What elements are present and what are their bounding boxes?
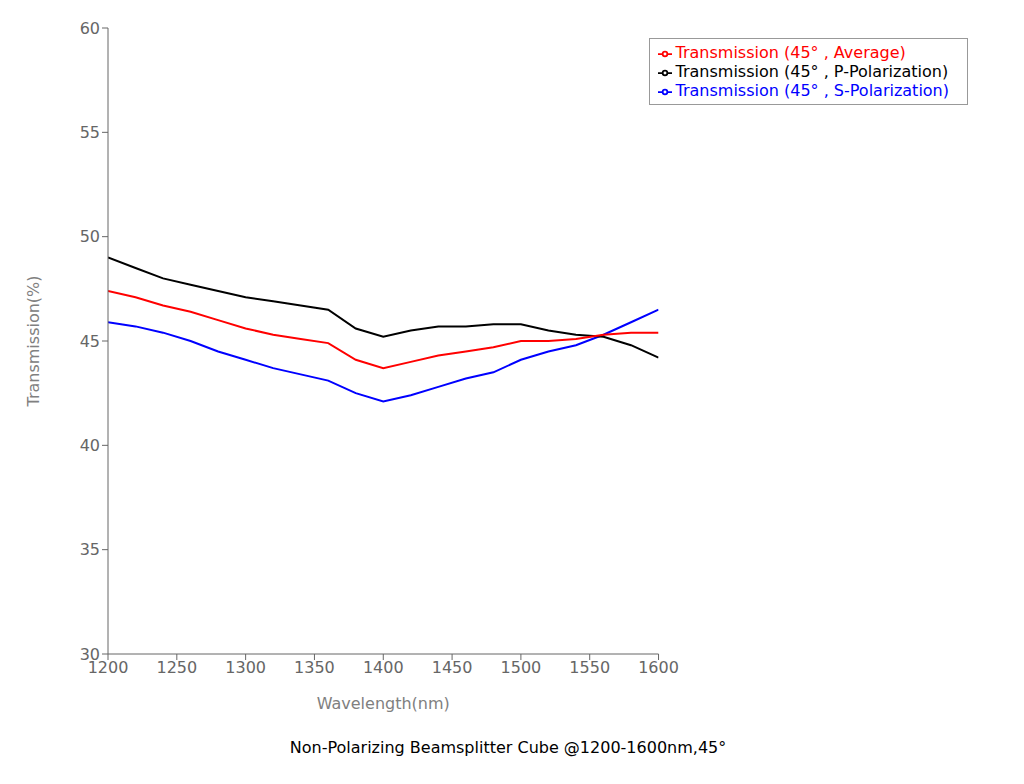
svg-text:1250: 1250 [156, 658, 197, 677]
html-text:Transmission (45° , P-Polariza: Transmission (45° , P-Polarization) [675, 62, 949, 81]
svg-text:45: 45 [80, 332, 100, 351]
svg-text:35: 35 [80, 540, 100, 559]
svg-text:60: 60 [80, 19, 100, 38]
svg-text:50: 50 [80, 227, 100, 246]
svg-text:30: 30 [80, 645, 100, 664]
svg-text:1300: 1300 [225, 658, 266, 677]
svg-text:1350: 1350 [294, 658, 335, 677]
html-text:Non-Polarizing Beamsplitter Cu: Non-Polarizing Beamsplitter Cube @1200-1… [289, 738, 727, 757]
svg-text:1400: 1400 [363, 658, 404, 677]
svg-text:40: 40 [80, 436, 100, 455]
svg-text:1550: 1550 [569, 658, 610, 677]
svg-text:1200: 1200 [87, 658, 129, 678]
svg-text:55: 55 [80, 123, 100, 142]
svg-text:Transmission(%): Transmission(%) [24, 275, 43, 407]
svg-text:1450: 1450 [432, 658, 473, 677]
html-text:Transmission (45° , S-Polariza: Transmission (45° , S-Polarization) [675, 81, 949, 100]
svg-text:1500: 1500 [501, 658, 542, 677]
svg-text:1600: 1600 [638, 658, 679, 677]
svg-text:Wavelength(nm): Wavelength(nm) [317, 694, 450, 713]
html-text:Transmission (45° , Average): Transmission (45° , Average) [675, 43, 906, 62]
